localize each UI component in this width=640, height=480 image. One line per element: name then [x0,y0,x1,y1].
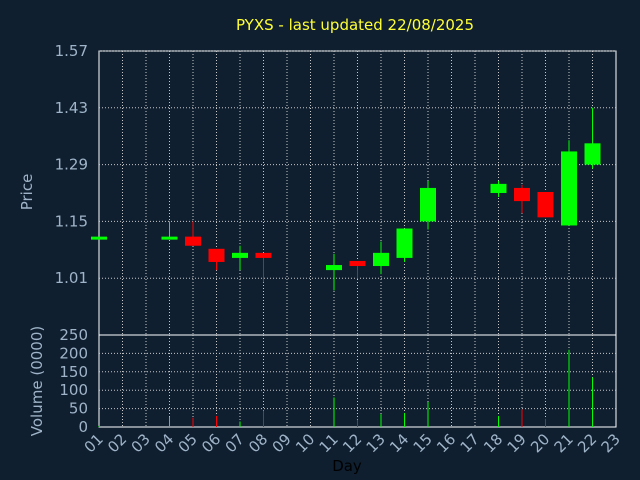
volume-tick-label: 200 [59,344,88,362]
day-axis-label: Day [332,457,362,475]
candle-body [91,236,107,240]
volume-tick-label: 150 [59,363,88,381]
day-tick-label: 05 [175,430,201,456]
day-tick-label: 23 [598,430,624,456]
day-tick-label: 19 [504,430,530,456]
candle-body [584,143,601,165]
day-tick-label: 10 [292,430,318,456]
volume-bars [98,349,593,427]
candle-body [349,260,366,267]
day-tick-label: 09 [269,430,295,456]
day-tick-label: 06 [198,430,224,456]
price-axis-label: Price [18,174,36,211]
candle-body [490,183,507,193]
price-tick-label: 1.29 [55,156,88,174]
chart-title: PYXS - last updated 22/08/2025 [236,16,474,34]
candle-body [396,228,413,258]
day-tick-label: 03 [128,430,154,456]
day-tick-label: 12 [339,430,365,456]
price-tick-label: 1.15 [55,212,88,230]
candle-body [326,265,342,271]
day-tick-label: 22 [574,430,600,456]
price-tick-label: 1.57 [55,42,88,60]
day-tick-label: 15 [410,430,436,456]
candle-body [373,252,389,267]
candle-body [185,236,201,246]
price-candles [91,107,601,291]
price-tick-label: 1.43 [55,99,88,117]
day-axis-ticks: 0102030405060708091011121314151617181920… [81,430,624,456]
day-tick-label: 13 [363,430,389,456]
candle-body [420,187,436,222]
day-tick-label: 02 [104,430,130,456]
candle-body [561,151,577,226]
candle-body [208,248,225,262]
price-axis-ticks: 1.57 1.43 1.29 1.15 1.01 [55,42,88,287]
day-tick-label: 07 [222,430,248,456]
day-tick-label: 11 [316,430,342,456]
day-tick-label: 21 [551,430,577,456]
candle-body [232,252,248,258]
volume-tick-label: 100 [59,381,88,399]
day-tick-label: 04 [151,430,177,456]
price-tick-label: 1.01 [55,269,88,287]
day-tick-label: 18 [480,430,506,456]
day-tick-label: 14 [386,430,412,456]
day-tick-label: 17 [457,430,483,456]
candle-body [514,187,530,202]
candle-body [255,252,272,258]
day-tick-label: 16 [433,430,459,456]
day-tick-label: 08 [245,430,271,456]
candle-body [161,236,178,240]
volume-tick-label: 0 [78,418,88,436]
volume-tick-label: 50 [69,400,88,418]
volume-axis-label: Volume (0000) [28,326,46,436]
candle-body [537,192,554,218]
volume-tick-label: 250 [59,326,88,344]
day-tick-label: 20 [527,430,553,456]
